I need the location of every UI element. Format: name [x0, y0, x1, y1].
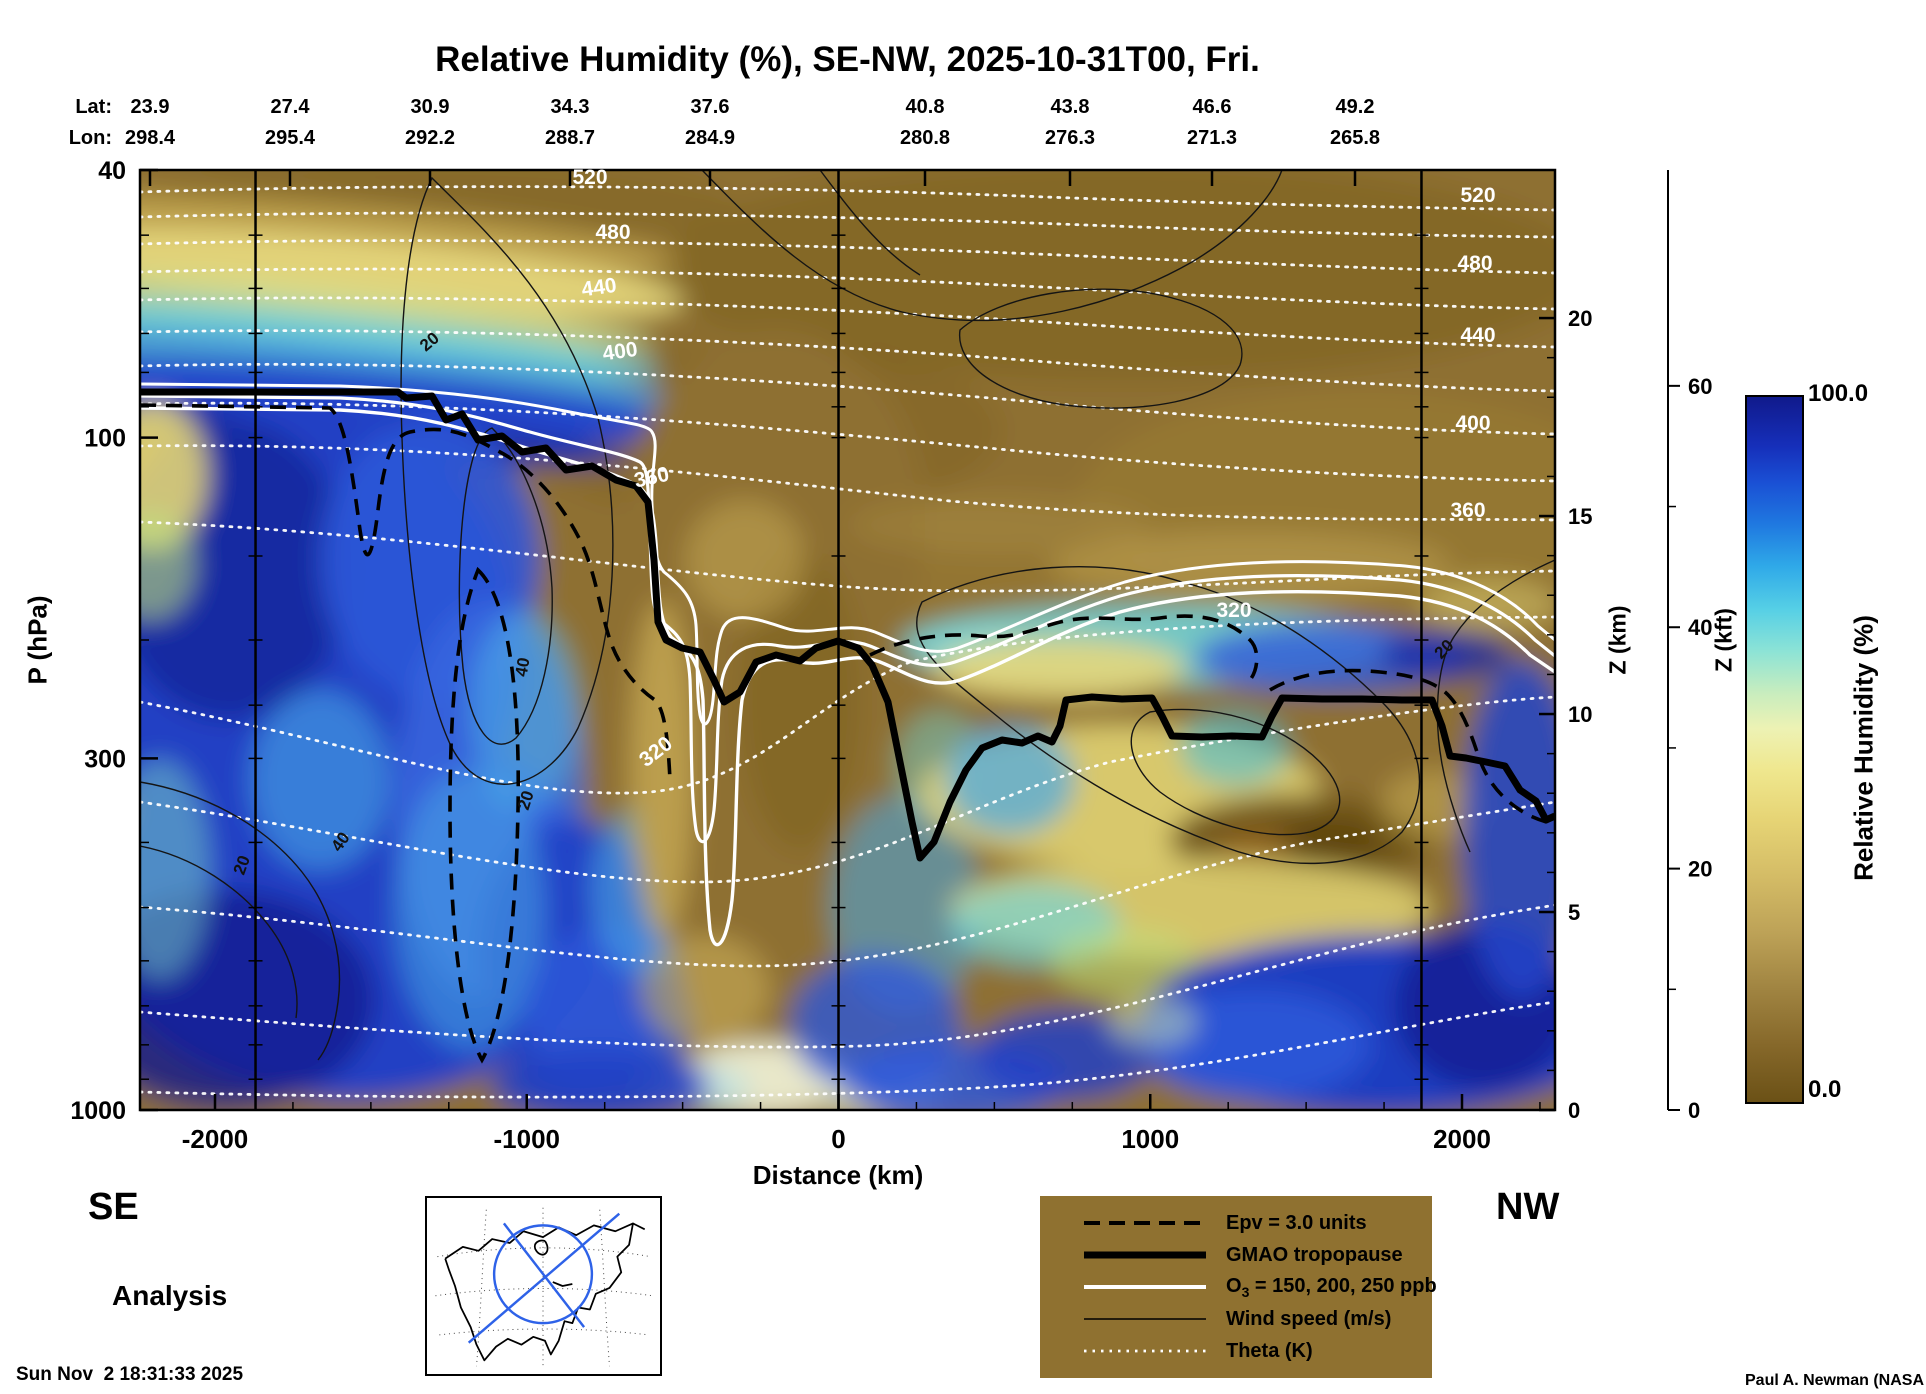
- theta-line-sample: [1084, 1349, 1206, 1353]
- lon-value: 288.7: [545, 127, 595, 149]
- z-km-axis-title: Z (km): [1604, 605, 1631, 675]
- map-inset: [425, 1196, 662, 1376]
- top-latlon-rows: Lat: Lon: 23.9 298.4 27.4 295.4 30.9 292.2 34.3 2…: [69, 96, 1380, 149]
- lat-value: 40.8: [906, 96, 945, 118]
- lat-row-label: Lat:: [75, 96, 112, 118]
- epv-contour: [140, 403, 1555, 1064]
- great-circle: [467, 1212, 621, 1344]
- legend-label: Theta (K): [1226, 1339, 1313, 1362]
- lon-value: 284.9: [685, 127, 735, 149]
- contour-label: 400: [601, 338, 639, 366]
- lat-value: 27.4: [271, 96, 311, 118]
- p-tick-label: 100: [84, 425, 126, 453]
- lat-value: 43.8: [1051, 96, 1090, 118]
- nw-endpoint-label: NW: [1496, 1186, 1560, 1228]
- p-tick-label: 1000: [70, 1097, 126, 1125]
- page-title: Relative Humidity (%), SE-NW, 2025-10-31…: [435, 40, 1260, 79]
- legend-label: Epv = 3.0 units: [1226, 1211, 1367, 1234]
- zkft-tick-label: 0: [1688, 1098, 1700, 1123]
- wind-line-sample: [1084, 1318, 1206, 1320]
- tropopause-line-sample: [1084, 1251, 1206, 1259]
- x-tick-label: -1000: [494, 1124, 561, 1154]
- analysis-label: Analysis: [112, 1280, 228, 1311]
- lon-value: 280.8: [900, 127, 950, 149]
- cross-section-path: [467, 1212, 621, 1344]
- colorbar-min-label: 0.0: [1808, 1076, 1842, 1103]
- contour-label: 40: [512, 656, 534, 678]
- reference-vlines: [248, 170, 1429, 1110]
- colorbar-title: Relative Humidity (%): [1848, 615, 1879, 881]
- contour-label: 320: [1216, 599, 1251, 622]
- contour-labels: 5204804404003603205204804404003603202040…: [230, 166, 1496, 877]
- credit: Paul A. Newman (NASA: [1745, 1372, 1924, 1389]
- lat-value: 49.2: [1336, 96, 1375, 118]
- zkm-tick-label: 15: [1568, 504, 1592, 529]
- lat-value: 30.9: [411, 96, 450, 118]
- ozone-line-sample: [1084, 1285, 1206, 1289]
- lon-value: 292.2: [405, 127, 455, 149]
- zkft-tick-label: 40: [1688, 615, 1712, 640]
- z-kft-axis-title: Z (kft): [1710, 608, 1737, 672]
- y-axis-title: P (hPa): [22, 595, 53, 685]
- legend-label: Wind speed (m/s): [1226, 1307, 1392, 1330]
- contour-label: 520: [572, 166, 607, 189]
- legend-label: GMAO tropopause: [1226, 1243, 1403, 1266]
- x-tick-label: -2000: [182, 1124, 249, 1154]
- x-tick-label: 0: [831, 1124, 845, 1154]
- legend-item-ozone: O3 = 150, 200, 250 ppb: [1080, 1271, 1437, 1303]
- contour-label: 480: [1457, 252, 1492, 275]
- contour-label: 400: [1455, 412, 1490, 435]
- map-graticule: [435, 1207, 653, 1369]
- legend-item-tropopause: GMAO tropopause: [1080, 1239, 1432, 1271]
- zkm-tick-label: 0: [1568, 1098, 1580, 1123]
- x-axis-title: Distance (km): [752, 1160, 924, 1190]
- legend-item-theta: Theta (K): [1080, 1335, 1432, 1367]
- legend: Epv = 3.0 units GMAO tropopause O3 = 150…: [1040, 1196, 1437, 1378]
- lon-value: 265.8: [1330, 127, 1380, 149]
- lon-row-label: Lon:: [69, 127, 112, 149]
- zkft-tick-label: 60: [1688, 374, 1712, 399]
- lat-value: 34.3: [551, 96, 590, 118]
- legend-item-wind: Wind speed (m/s): [1080, 1303, 1432, 1335]
- legend-label: O3 = 150, 200, 250 ppb: [1226, 1274, 1437, 1300]
- x-tick-label: 1000: [1121, 1124, 1179, 1154]
- contour-label: 440: [580, 274, 618, 302]
- p-tick-label: 300: [84, 745, 126, 773]
- zkm-tick-label: 5: [1568, 900, 1580, 925]
- colorbar-gradient: [1745, 395, 1804, 1104]
- zkm-tick-label: 10: [1568, 702, 1592, 727]
- zkft-tick-label: 20: [1688, 857, 1712, 882]
- lon-value: 295.4: [265, 127, 316, 149]
- epv-line-sample: [1084, 1221, 1206, 1225]
- lat-value: 37.6: [691, 96, 730, 118]
- contour-label: 520: [1460, 184, 1495, 207]
- contour-label: 480: [595, 221, 630, 244]
- timestamp: Sun Nov 2 18:31:33 2025: [16, 1364, 244, 1385]
- lon-value: 276.3: [1045, 127, 1095, 149]
- x-tick-label: 2000: [1433, 1124, 1491, 1154]
- zkm-tick-label: 20: [1568, 306, 1592, 331]
- rh-field-layer: [140, 170, 1555, 1110]
- contour-label: 20: [514, 788, 538, 812]
- lat-value: 46.6: [1193, 96, 1232, 118]
- lon-value: 298.4: [125, 127, 176, 149]
- legend-item-epv: Epv = 3.0 units: [1080, 1207, 1432, 1239]
- contour-label: 360: [1450, 499, 1485, 522]
- coastline: [444, 1222, 646, 1362]
- p-tick-label: 40: [98, 157, 126, 185]
- axis-ticks: -2000 -1000 0 1000 2000 40 100 300 1000 0 5 10 15 20 0…: [70, 157, 1712, 1154]
- contour-label: 440: [1460, 324, 1495, 347]
- colorbar-max-label: 100.0: [1808, 380, 1869, 407]
- se-endpoint-label: SE: [88, 1186, 139, 1228]
- tropopause-line: [140, 388, 1555, 862]
- lon-value: 271.3: [1187, 127, 1237, 149]
- lat-value: 23.9: [131, 96, 170, 118]
